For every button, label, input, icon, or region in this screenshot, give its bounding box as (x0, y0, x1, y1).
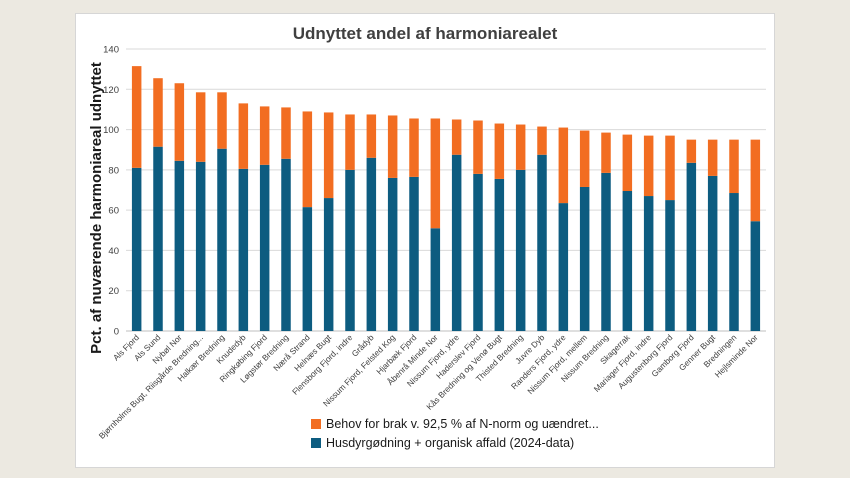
bar-segment-top (558, 127, 569, 204)
legend-label-bottom: Husdyrgødning + organisk affald (2024-da… (326, 436, 574, 450)
bar-segment-top (131, 66, 142, 168)
bar-segment-top (750, 139, 761, 222)
bar-segment-bottom (238, 168, 249, 331)
bar-segment-top (409, 118, 419, 177)
bar-segment-top (174, 83, 185, 161)
bar-segment-top (643, 135, 654, 197)
bar-segment-top (281, 107, 291, 159)
chart-panel: Udnyttet andel af harmoniarealet Pct. af… (75, 13, 775, 468)
bar-segment-top (707, 139, 718, 176)
bar-segment-bottom (579, 186, 590, 331)
bar-segment-bottom (302, 207, 313, 331)
bar-segment-bottom (686, 162, 697, 331)
bar-segment-top (665, 135, 675, 201)
bar-segment-bottom (494, 178, 505, 331)
bar-segment-bottom (750, 221, 761, 331)
legend-swatch-top (311, 419, 321, 429)
y-axis-ticks: 0 20 40 60 80 100 120 140 (103, 45, 119, 338)
bar-segment-bottom (259, 164, 270, 331)
bar-segment-bottom (601, 172, 611, 331)
legend-swatch-bottom (311, 438, 321, 448)
legend-label-top: Behov for brak v. 92,5 % af N-norm og uæ… (326, 417, 599, 431)
bar-segment-bottom (174, 160, 185, 331)
bar-segment-bottom (387, 177, 398, 331)
gridlines (126, 48, 766, 332)
bar-segment-top (153, 78, 163, 147)
bar-segment-bottom (451, 154, 462, 331)
y-tick-label: 120 (103, 85, 119, 96)
y-tick-label: 100 (103, 125, 119, 136)
bar-segment-bottom (366, 157, 377, 331)
bar-segment-bottom (558, 203, 569, 331)
bar-segment-top (345, 114, 355, 170)
bar-segment-top (622, 134, 633, 192)
bar-segment-bottom (217, 148, 227, 331)
bar-segment-bottom (665, 200, 675, 331)
bar-segment-bottom (323, 198, 334, 331)
y-tick-label: 140 (103, 45, 119, 56)
y-axis-label: Pct. af nuværende harmoniareal udnyttet (88, 62, 105, 354)
bar-segment-bottom (537, 154, 547, 331)
bar-segment-bottom (409, 176, 419, 331)
y-tick-label: 60 (108, 206, 119, 217)
bar-segment-top (302, 111, 313, 208)
bar-segment-top (323, 112, 334, 199)
bar-segment-bottom (345, 169, 355, 331)
bar-segment-bottom (281, 158, 291, 331)
bar-segment-bottom (729, 193, 739, 331)
bar-segment-top (195, 92, 206, 162)
bar-segment-bottom (473, 173, 483, 331)
bar-segment-top (451, 119, 462, 155)
bar-segment-top (494, 123, 505, 179)
bar-segment-bottom (153, 146, 163, 331)
bar-segment-bottom (131, 167, 142, 331)
bar-segment-top (366, 114, 377, 158)
bar-segment-top (729, 139, 739, 194)
bar-segment-top (430, 118, 441, 229)
legend: Behov for brak v. 92,5 % af N-norm og uæ… (311, 417, 599, 450)
bar-segment-bottom (707, 175, 718, 331)
bar-segment-top (515, 124, 526, 170)
bar-segment-bottom (515, 169, 526, 331)
bar-segment-bottom (430, 228, 441, 331)
bar-segment-top (537, 126, 547, 155)
bar-segment-top (579, 130, 590, 187)
y-tick-label: 20 (108, 286, 119, 297)
bar-segment-top (473, 120, 483, 174)
y-tick-label: 0 (114, 327, 119, 338)
y-tick-label: 40 (108, 246, 119, 257)
bar-segment-top (601, 132, 611, 173)
bars (131, 66, 761, 331)
chart-title: Udnyttet andel af harmoniarealet (293, 24, 558, 43)
bar-segment-bottom (195, 161, 206, 331)
bar-segment-bottom (622, 191, 633, 331)
chart: Udnyttet andel af harmoniarealet Pct. af… (88, 24, 766, 450)
bar-segment-top (217, 92, 227, 149)
bar-segment-top (686, 139, 697, 163)
bar-segment-bottom (643, 196, 654, 331)
y-tick-label: 80 (108, 165, 119, 176)
bar-segment-top (387, 115, 398, 178)
bar-segment-top (259, 106, 270, 165)
bar-segment-top (238, 103, 249, 169)
